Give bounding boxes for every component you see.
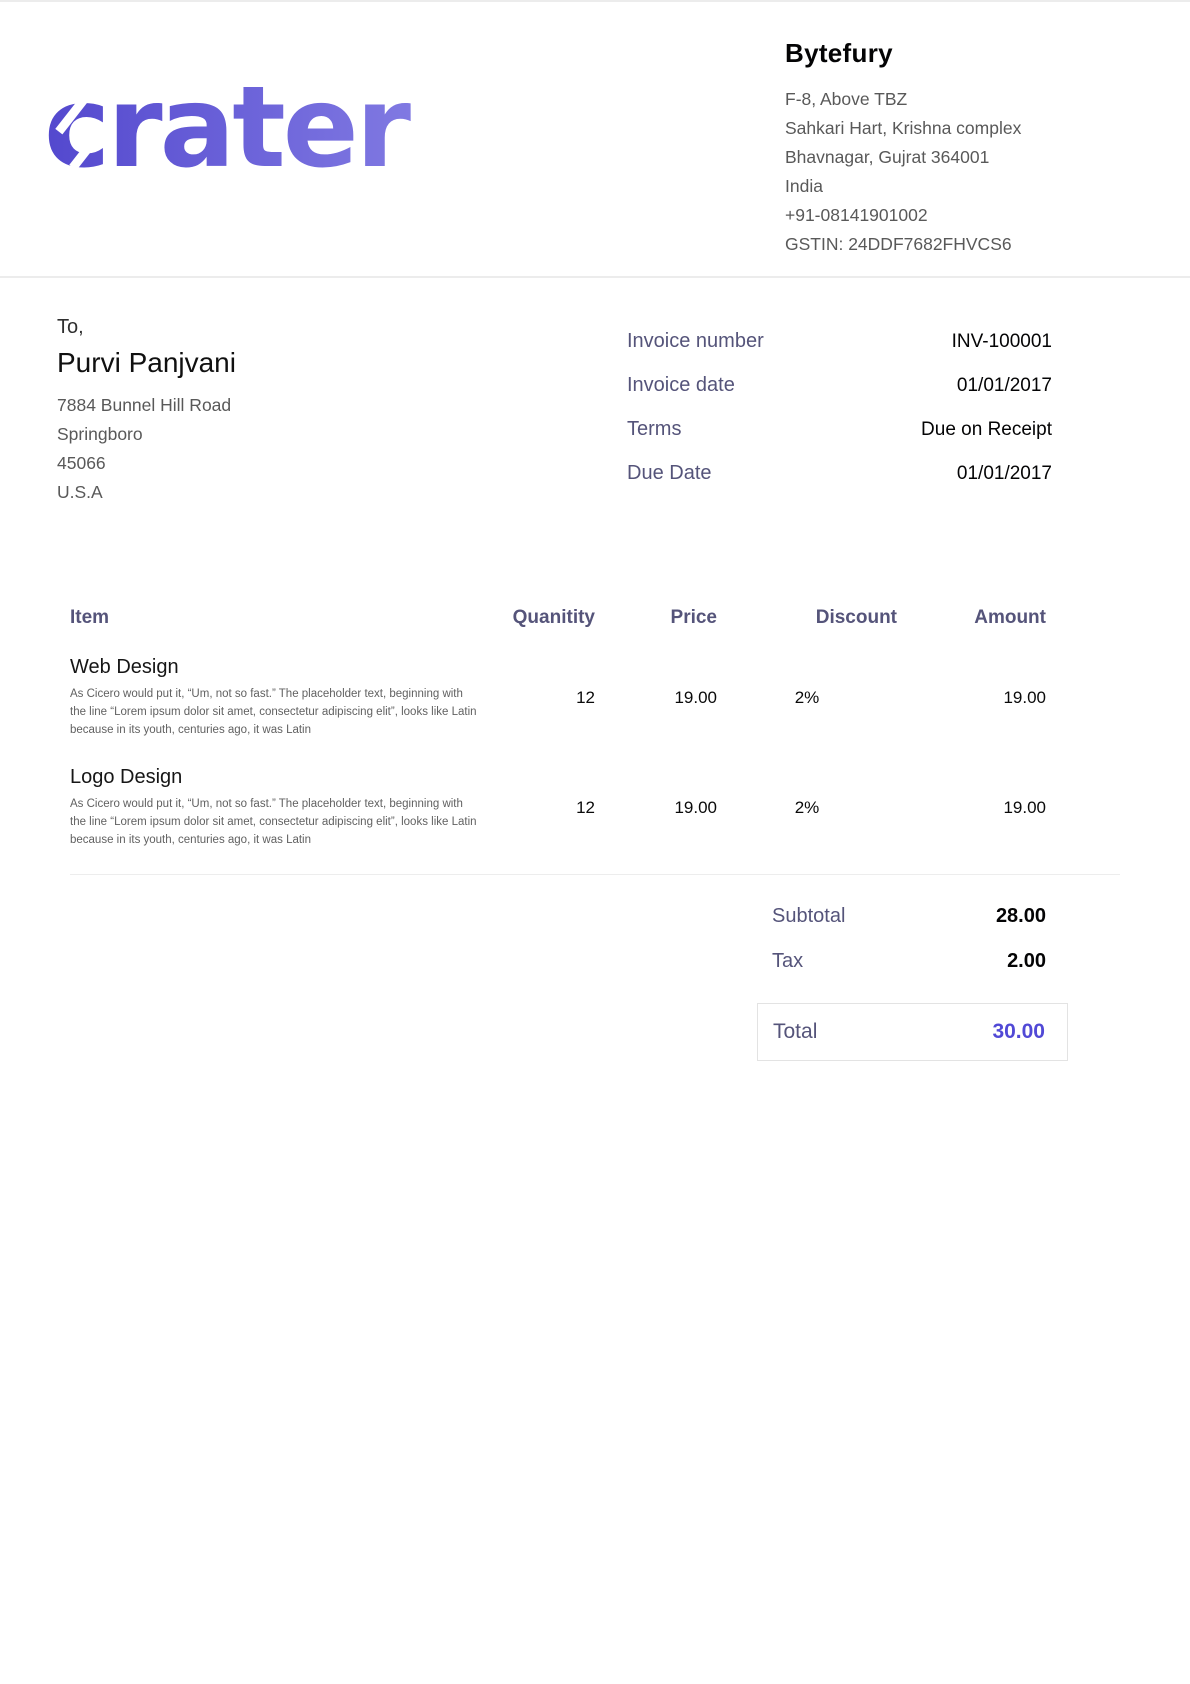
invoice-number-value: INV-100001 bbox=[951, 331, 1052, 352]
terms-label: Terms bbox=[627, 418, 682, 440]
invoice-number-label: Invoice number bbox=[627, 330, 764, 352]
invoice-date-value: 01/01/2017 bbox=[956, 375, 1052, 396]
item-amount: 19.00 bbox=[1003, 688, 1046, 707]
company-phone: +91-08141901002 bbox=[785, 205, 928, 225]
customer-address-line: Springboro bbox=[57, 424, 143, 444]
items-table: Item Quanitity Price Discount Amount Web… bbox=[0, 607, 1190, 875]
subtotal-row: Subtotal 28.00 bbox=[757, 905, 1068, 928]
item-price: 19.00 bbox=[674, 798, 717, 818]
due-date-value: 01/01/2017 bbox=[956, 463, 1052, 484]
crater-logo-icon: crater bbox=[44, 63, 475, 193]
invoice-date-label: Invoice date bbox=[627, 374, 735, 396]
item-quantity: 12 bbox=[576, 688, 595, 707]
logo-cut-2 bbox=[69, 130, 104, 171]
invoice-header: crater Bytefury F-8, Above TBZ Sahkari H… bbox=[0, 2, 1190, 278]
header-quantity: Quanitity bbox=[512, 607, 595, 628]
subtotal-label: Subtotal bbox=[772, 904, 846, 927]
subtotal-value: 28.00 bbox=[995, 904, 1046, 927]
table-row: Logo Design As Cicero would put it, “Um,… bbox=[70, 766, 1046, 849]
invoice-number-row: Invoice number INV-100001 bbox=[627, 330, 1052, 353]
customer-address-line: 45066 bbox=[57, 453, 106, 473]
company-info: Bytefury F-8, Above TBZ Sahkari Hart, Kr… bbox=[785, 38, 1021, 259]
item-discount: 2% bbox=[794, 688, 820, 707]
logo-text: crater bbox=[44, 66, 411, 193]
company-address-line: F-8, Above TBZ bbox=[785, 89, 908, 109]
company-address-line: Sahkari Hart, Krishna complex bbox=[785, 118, 1022, 138]
logo-cut-3 bbox=[439, 104, 475, 148]
company-address-line: Bhavnagar, Gujrat 364001 bbox=[785, 147, 990, 167]
header-price: Price bbox=[670, 607, 717, 628]
parties-section: To, Purvi Panjvani 7884 Bunnel Hill Road… bbox=[0, 278, 1190, 507]
item-amount: 19.00 bbox=[1003, 798, 1046, 818]
items-table-header: Item Quanitity Price Discount Amount bbox=[70, 607, 1046, 629]
item-description: As Cicero would put it, “Um, not so fast… bbox=[70, 688, 477, 736]
tax-row: Tax 2.00 bbox=[757, 950, 1068, 973]
item-description: As Cicero would put it, “Um, not so fast… bbox=[70, 798, 477, 847]
item-price: 19.00 bbox=[674, 688, 717, 707]
header-item: Item bbox=[70, 607, 110, 628]
items-divider bbox=[70, 873, 1120, 875]
invoice-meta: Invoice number INV-100001 Invoice date 0… bbox=[627, 316, 1052, 507]
invoice-date-row: Invoice date 01/01/2017 bbox=[627, 374, 1052, 397]
bill-to-block: To, Purvi Panjvani 7884 Bunnel Hill Road… bbox=[57, 316, 236, 507]
customer-address-line: 7884 Bunnel Hill Road bbox=[57, 395, 232, 415]
totals-section: Subtotal 28.00 Tax 2.00 Total 30.00 bbox=[757, 905, 1068, 1061]
company-gstin: GSTIN: 24DDF7682FHVCS6 bbox=[785, 234, 1012, 254]
total-label: Total bbox=[773, 1019, 818, 1043]
logo-cut-1 bbox=[55, 94, 90, 135]
tax-label: Tax bbox=[772, 949, 804, 972]
item-quantity: 12 bbox=[576, 798, 595, 818]
item-cell: Web Design As Cicero would put it, “Um, … bbox=[70, 656, 490, 739]
customer-address-line: U.S.A bbox=[57, 482, 103, 502]
customer-name: Purvi Panjvani bbox=[57, 347, 236, 378]
total-box: Total 30.00 bbox=[757, 1002, 1068, 1061]
terms-value: Due on Receipt bbox=[921, 419, 1052, 440]
total-value: 30.00 bbox=[992, 1019, 1045, 1043]
header-discount: Discount bbox=[815, 607, 897, 628]
header-amount: Amount bbox=[974, 607, 1046, 628]
company-address-line: India bbox=[785, 176, 823, 196]
due-date-row: Due Date 01/01/2017 bbox=[627, 462, 1052, 485]
bill-to-prefix: To, bbox=[57, 316, 84, 338]
terms-row: Terms Due on Receipt bbox=[627, 418, 1052, 441]
item-cell: Logo Design As Cicero would put it, “Um,… bbox=[70, 766, 490, 849]
due-date-label: Due Date bbox=[627, 462, 712, 484]
item-name: Logo Design bbox=[70, 766, 183, 789]
company-name: Bytefury bbox=[785, 38, 893, 68]
tax-value: 2.00 bbox=[1007, 949, 1046, 972]
crater-logo: crater bbox=[44, 63, 494, 201]
table-row: Web Design As Cicero would put it, “Um, … bbox=[70, 656, 1046, 739]
item-discount: 2% bbox=[794, 798, 820, 818]
item-name: Web Design bbox=[70, 656, 179, 678]
